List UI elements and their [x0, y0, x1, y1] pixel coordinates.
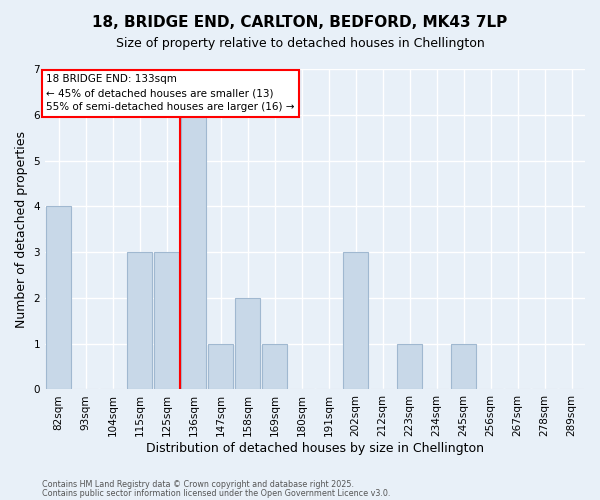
Bar: [397, 344, 422, 390]
Text: Contains HM Land Registry data © Crown copyright and database right 2025.: Contains HM Land Registry data © Crown c…: [42, 480, 354, 489]
Y-axis label: Number of detached properties: Number of detached properties: [15, 130, 28, 328]
Bar: [343, 252, 368, 390]
Bar: [46, 206, 71, 390]
Text: 18, BRIDGE END, CARLTON, BEDFORD, MK43 7LP: 18, BRIDGE END, CARLTON, BEDFORD, MK43 7…: [92, 15, 508, 30]
Bar: [451, 344, 476, 390]
Text: Size of property relative to detached houses in Chellington: Size of property relative to detached ho…: [116, 38, 484, 51]
Bar: [181, 115, 206, 390]
Bar: [127, 252, 152, 390]
Bar: [154, 252, 179, 390]
Bar: [208, 344, 233, 390]
Bar: [235, 298, 260, 390]
Bar: [262, 344, 287, 390]
X-axis label: Distribution of detached houses by size in Chellington: Distribution of detached houses by size …: [146, 442, 484, 455]
Text: Contains public sector information licensed under the Open Government Licence v3: Contains public sector information licen…: [42, 488, 391, 498]
Text: 18 BRIDGE END: 133sqm
← 45% of detached houses are smaller (13)
55% of semi-deta: 18 BRIDGE END: 133sqm ← 45% of detached …: [46, 74, 295, 112]
